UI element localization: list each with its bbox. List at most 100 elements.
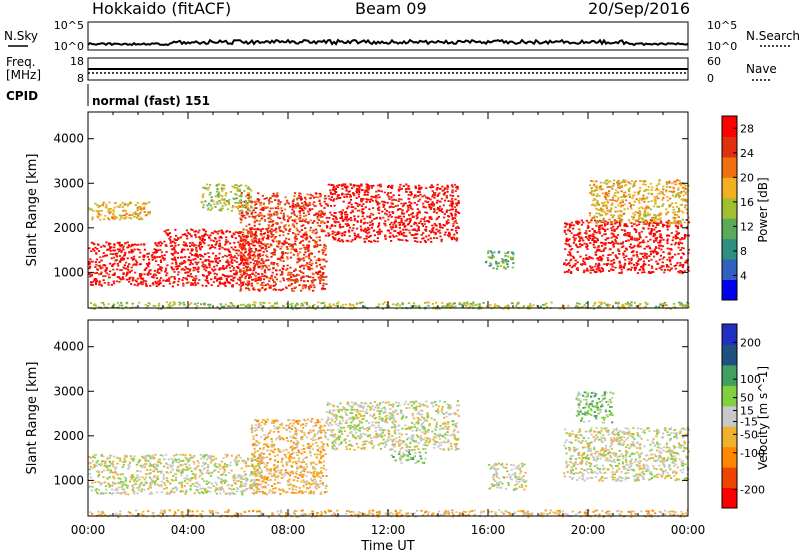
- power-data-cell: [638, 241, 641, 244]
- power-data-cell: [203, 268, 206, 271]
- power-data-cell: [241, 211, 244, 214]
- power-data-cell: [269, 197, 272, 200]
- power-data-cell: [582, 260, 585, 262]
- power-data-cell: [674, 211, 677, 214]
- power-data-cell: [375, 196, 379, 199]
- power-data-cell: [153, 273, 156, 276]
- power-data-cell: [159, 244, 162, 247]
- power-data-cell: [94, 261, 97, 263]
- power-data-cell: [292, 274, 295, 276]
- power-data-cell: [620, 268, 623, 271]
- noise-panel-frame: [87, 21, 689, 51]
- power-data-cell: [579, 255, 582, 258]
- power-data-cell: [238, 276, 241, 279]
- power-data-cell: [597, 269, 600, 272]
- power-data-cell: [660, 248, 663, 251]
- power-data-cell: [299, 251, 302, 254]
- power-data-cell: [275, 289, 278, 291]
- power-data-cell: [661, 223, 665, 226]
- power-data-cell: [304, 227, 307, 230]
- power-data-cell: [250, 234, 253, 237]
- power-data-cell: [566, 223, 569, 225]
- power-data-cell: [218, 183, 221, 186]
- power-data-cell: [129, 202, 132, 204]
- power-data-cell: [221, 207, 224, 210]
- power-data-cell: [295, 204, 298, 207]
- power-data-cell: [253, 305, 256, 308]
- power-data-cell: [244, 217, 247, 219]
- power-data-cell: [618, 266, 621, 269]
- power-data-cell: [660, 236, 663, 239]
- power-data-cell: [242, 242, 245, 245]
- power-data-cell: [262, 260, 265, 263]
- power-data-cell: [141, 278, 144, 281]
- power-data-cell: [454, 190, 457, 192]
- power-data-cell: [126, 246, 129, 249]
- power-data-cell: [630, 304, 633, 307]
- power-data-cell: [414, 186, 417, 189]
- power-data-cell: [277, 245, 280, 248]
- power-data-cell: [599, 306, 602, 308]
- power-data-cell: [606, 223, 609, 226]
- power-data-cell: [152, 283, 155, 286]
- power-data-cell: [119, 260, 122, 262]
- power-data-cell: [607, 242, 610, 244]
- power-data-cell: [348, 226, 352, 229]
- power-data-cell: [194, 275, 197, 278]
- power-data-cell: [422, 202, 425, 205]
- power-data-cell: [624, 259, 627, 261]
- power-data-cell: [645, 236, 648, 238]
- power-data-cell: [414, 233, 417, 236]
- power-data-cell: [382, 200, 385, 203]
- power-data-cell: [336, 194, 339, 197]
- power-data-cell: [240, 276, 243, 279]
- power-data-cell: [627, 239, 631, 242]
- power-data-cell: [253, 233, 256, 236]
- power-data-cell: [568, 251, 571, 253]
- power-data-cell: [684, 204, 687, 207]
- power-data-cell: [640, 180, 643, 182]
- power-data-cell: [282, 215, 285, 218]
- power-data-cell: [210, 231, 213, 234]
- power-data-cell: [264, 248, 267, 251]
- power-data-cell: [288, 271, 291, 274]
- power-data-cell: [366, 189, 369, 192]
- power-data-cell: [611, 265, 614, 268]
- power-data-cell: [504, 252, 507, 255]
- power-data-cell: [437, 207, 440, 209]
- power-data-cell: [353, 193, 356, 196]
- power-data-cell: [616, 242, 619, 245]
- power-data-cell: [138, 249, 141, 251]
- power-data-cell: [635, 198, 638, 201]
- power-data-cell: [638, 258, 641, 260]
- power-data-cell: [319, 258, 322, 261]
- power-data-cell: [623, 256, 626, 259]
- power-data-cell: [663, 269, 666, 271]
- power-data-cell: [451, 201, 454, 204]
- power-data-cell: [256, 228, 259, 231]
- power-data-cell: [184, 266, 187, 268]
- power-data-cell: [497, 251, 500, 254]
- power-data-cell: [250, 200, 253, 203]
- power-data-cell: [286, 248, 289, 250]
- power-data-cell: [195, 247, 198, 249]
- power-data-cell: [612, 262, 616, 264]
- power-data-cell: [295, 227, 298, 230]
- power-data-cell: [390, 228, 393, 231]
- power-data-cell: [673, 265, 676, 267]
- power-data-cell: [166, 279, 169, 281]
- power-data-cell: [340, 213, 343, 216]
- power-data-cell: [403, 231, 406, 234]
- power-data-cell: [563, 231, 566, 233]
- power-data-cell: [371, 199, 374, 202]
- power-data-cell: [610, 227, 613, 229]
- power-data-cell: [255, 214, 258, 217]
- power-data-cell: [643, 211, 646, 214]
- power-data-cell: [216, 305, 219, 308]
- power-data-cell: [408, 221, 411, 223]
- power-data-cell: [588, 212, 592, 214]
- power-data-cell: [359, 199, 363, 202]
- power-data-cell: [306, 193, 309, 196]
- power-data-cell: [230, 235, 234, 237]
- power-data-cell: [272, 192, 275, 195]
